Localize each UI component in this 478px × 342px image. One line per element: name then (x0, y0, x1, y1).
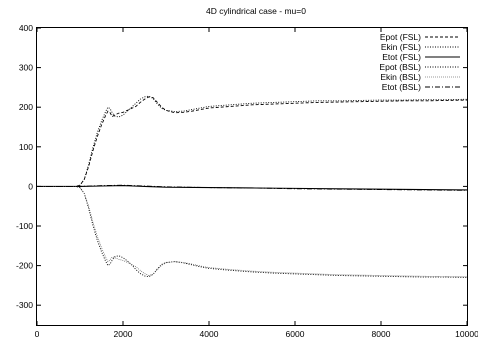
x-axis-tick-labels: 0 2000 4000 6000 8000 10000 (35, 329, 478, 339)
x-tick-label: 8000 (372, 329, 391, 339)
x-axis-ticks (36, 28, 468, 325)
y-tick-label: 0 (28, 181, 33, 191)
y-tick-label: -200 (16, 261, 33, 271)
x-tick-label: 6000 (286, 329, 305, 339)
y-axis-tick-labels: -300 -200 -100 0 100 200 300 400 (16, 23, 33, 310)
x-tick-label: 2000 (114, 329, 133, 339)
legend-label: Ekin (BSL) (380, 72, 421, 82)
plot-frame (36, 27, 468, 326)
y-tick-label: 200 (19, 102, 33, 112)
x-tick-label: 4000 (200, 329, 219, 339)
legend-label: Ekin (FSL) (381, 42, 421, 52)
y-tick-label: 400 (19, 23, 33, 33)
y-tick-label: 100 (19, 142, 33, 152)
legend: Epot (FSL)Ekin (FSL)Etot (FSL)Epot (BSL)… (379, 32, 460, 92)
legend-label: Etot (BSL) (382, 82, 421, 92)
series-line-5 (37, 184, 467, 191)
y-tick-label: -300 (16, 300, 33, 310)
legend-label: Epot (BSL) (379, 62, 421, 72)
series-group (37, 95, 467, 278)
chart-title: 4D cylindrical case - mu=0 (206, 6, 306, 16)
y-tick-label: -100 (16, 221, 33, 231)
x-tick-label: 0 (35, 329, 40, 339)
legend-label: Epot (FSL) (380, 32, 421, 42)
x-tick-label: 10000 (455, 329, 478, 339)
series-line-0 (37, 96, 467, 187)
y-tick-label: 300 (19, 63, 33, 73)
legend-label: Etot (FSL) (382, 52, 421, 62)
